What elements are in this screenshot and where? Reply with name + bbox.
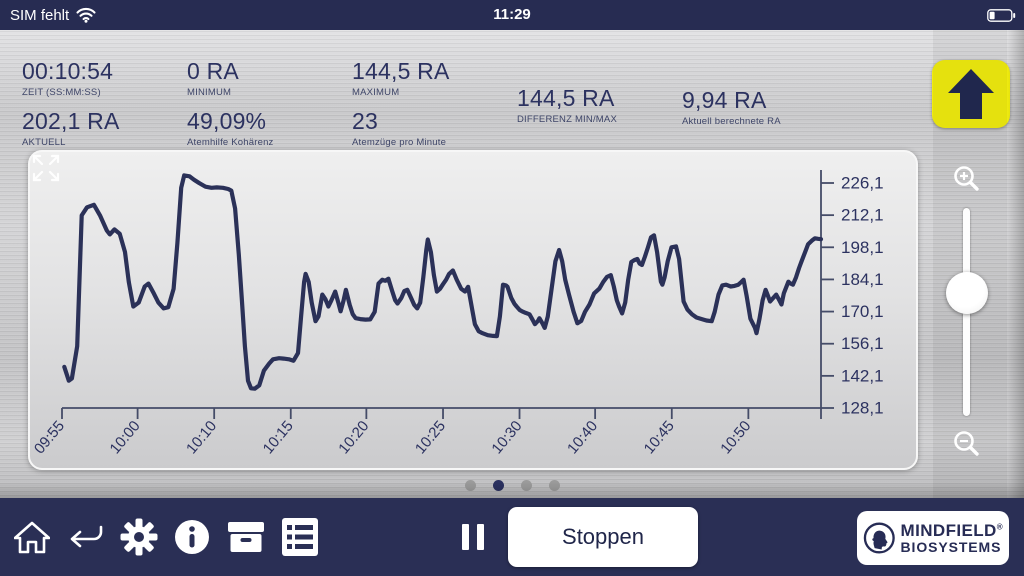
archive-button[interactable] — [226, 519, 266, 555]
pause-bar — [477, 524, 484, 550]
zoom-strip — [933, 30, 1007, 498]
stat-zeit: 00:10:54 ZEIT (SS:MM:SS) — [22, 58, 114, 99]
fullscreen-icon[interactable] — [30, 152, 62, 184]
svg-text:10:20: 10:20 — [335, 418, 372, 458]
archive-box-icon — [228, 522, 264, 552]
bottom-toolbar: Stoppen MINDFIELD® BIOSYSTEMS — [0, 498, 1024, 576]
clock: 11:29 — [493, 6, 531, 23]
svg-text:142,1: 142,1 — [841, 366, 884, 385]
stat-differenz-value: 144,5 RA — [517, 85, 615, 111]
svg-text:156,1: 156,1 — [841, 334, 884, 353]
page-dot[interactable] — [548, 480, 560, 491]
zoom-slider-thumb[interactable] — [946, 272, 988, 314]
main-area: 00:10:54 ZEIT (SS:MM:SS) 0 RA MINIMUM 14… — [0, 30, 1024, 498]
stat-differenz: 144,5 RA DIFFERENZ MIN/MAX — [517, 85, 617, 126]
stat-maximum-value: 144,5 RA — [352, 58, 450, 84]
svg-text:10:25: 10:25 — [412, 418, 449, 458]
svg-text:10:45: 10:45 — [641, 418, 678, 458]
wifi-icon — [76, 7, 96, 23]
svg-text:170,1: 170,1 — [841, 302, 884, 321]
settings-button[interactable] — [120, 518, 158, 556]
svg-text:128,1: 128,1 — [841, 399, 884, 418]
stat-berechnete-ra-label: Aktuell berechnete RA — [682, 116, 781, 127]
battery-icon — [987, 8, 1016, 22]
stat-aktuell-value: 202,1 RA — [22, 108, 120, 134]
return-arrow-icon — [70, 525, 103, 548]
right-edge-shade — [1006, 30, 1024, 498]
info-button[interactable] — [173, 518, 211, 556]
home-icon — [14, 521, 50, 554]
stat-zeit-value: 00:10:54 — [22, 58, 114, 84]
zoom-out-icon[interactable] — [950, 428, 984, 462]
page-indicator[interactable] — [0, 480, 1024, 491]
gear-icon — [120, 518, 158, 556]
svg-text:10:50: 10:50 — [717, 418, 754, 458]
stop-button[interactable]: Stoppen — [508, 507, 698, 567]
page-dot[interactable] — [464, 480, 476, 491]
svg-text:184,1: 184,1 — [841, 270, 884, 289]
info-icon — [175, 520, 209, 554]
stat-atemzuege-value: 23 — [352, 108, 378, 134]
stat-zeit-label: ZEIT (SS:MM:SS) — [22, 87, 101, 98]
stat-berechnete-ra: 9,94 RA Aktuell berechnete RA — [682, 87, 781, 128]
stat-atemzuege: 23 Atemzüge pro Minute — [352, 108, 447, 149]
stat-minimum: 0 RA MINIMUM — [187, 58, 239, 99]
stat-aktuell: 202,1 RA AKTUELL — [22, 108, 120, 149]
mindfield-logo: MINDFIELD® BIOSYSTEMS — [857, 511, 1009, 565]
breath-chart[interactable]: 09:55 10:00 10:10 10:15 10:20 10:25 10:30 10:40… — [30, 152, 916, 468]
logo-line1: MINDFIELD — [900, 521, 997, 540]
stat-maximum: 144,5 RA MAXIMUM — [352, 58, 450, 99]
stat-maximum-label: MAXIMUM — [352, 87, 400, 98]
stat-atemzuege-label: Atemzüge pro Minute — [352, 137, 447, 148]
stat-berechnete-ra-value: 9,94 RA — [682, 87, 767, 113]
stat-differenz-label: DIFFERENZ MIN/MAX — [517, 114, 617, 125]
arrow-up-icon — [948, 69, 994, 119]
stat-minimum-label: MINIMUM — [187, 87, 232, 98]
status-bar: SIM fehlt 11:29 — [0, 0, 1024, 30]
svg-text:198,1: 198,1 — [841, 238, 884, 257]
svg-text:10:40: 10:40 — [564, 418, 601, 458]
back-button[interactable] — [65, 524, 105, 550]
zoom-in-icon[interactable] — [950, 163, 984, 197]
stat-kohaerenz-value: 49,09% — [187, 108, 267, 134]
pause-button[interactable] — [462, 524, 484, 550]
stat-aktuell-label: AKTUELL — [22, 137, 66, 148]
session-list-button[interactable] — [281, 517, 319, 557]
svg-text:10:00: 10:00 — [107, 418, 144, 458]
stat-kohaerenz-label: Atemhilfe Kohärenz — [187, 137, 274, 148]
logo-line2: BIOSYSTEMS — [900, 539, 1002, 555]
svg-text:10:15: 10:15 — [260, 418, 297, 458]
svg-text:10:30: 10:30 — [488, 418, 525, 458]
svg-text:212,1: 212,1 — [841, 206, 884, 225]
bottom-edge-shade — [0, 482, 1024, 498]
stat-minimum-value: 0 RA — [187, 58, 239, 84]
stat-kohaerenz: 49,09% Atemhilfe Kohärenz — [187, 108, 274, 149]
carrier-label: SIM fehlt — [10, 6, 70, 24]
svg-text:10:10: 10:10 — [183, 418, 220, 458]
chart-panel[interactable]: 09:55 10:00 10:10 10:15 10:20 10:25 10:30 10:40… — [28, 150, 918, 470]
svg-text:226,1: 226,1 — [841, 174, 884, 193]
head-profile-icon — [863, 522, 895, 554]
home-button[interactable] — [14, 520, 50, 554]
breath-pacer-button[interactable] — [932, 60, 1010, 128]
page-dot[interactable] — [520, 480, 532, 491]
registered-mark: ® — [996, 522, 1003, 532]
pause-bar — [462, 524, 469, 550]
svg-text:09:55: 09:55 — [31, 418, 68, 458]
page-dot[interactable] — [492, 480, 504, 491]
list-icon — [282, 518, 318, 556]
